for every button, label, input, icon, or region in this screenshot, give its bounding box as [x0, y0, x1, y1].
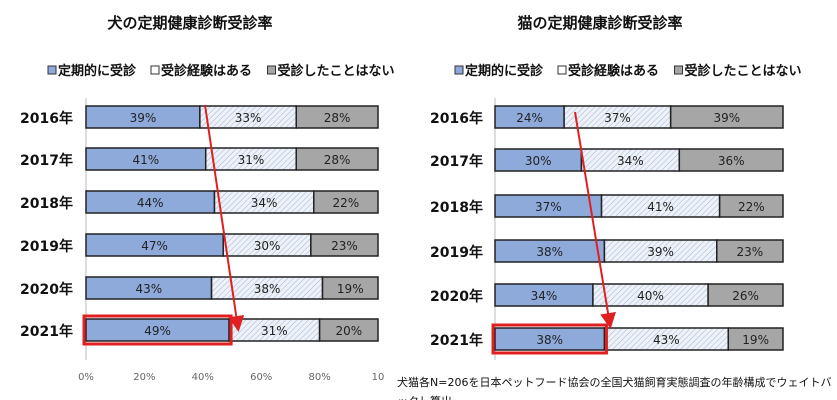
- data-label: 38%: [254, 282, 281, 296]
- highlight-box: [491, 323, 608, 355]
- data-label: 23%: [331, 239, 358, 253]
- bar-segment: [727, 327, 784, 351]
- y-tick-label: 2020年: [430, 288, 483, 305]
- trend-arrow: [574, 111, 616, 329]
- legend-swatch: [267, 65, 276, 75]
- y-tick-label: 2017年: [430, 153, 483, 170]
- legend-swatch: [674, 65, 683, 75]
- legend-label: 受診したことはない: [278, 63, 395, 79]
- legend-label: 受診経験はある: [568, 63, 659, 79]
- x-tick-label: 10: [372, 372, 385, 383]
- bar-segment: [707, 283, 784, 307]
- data-label: 40%: [637, 289, 664, 303]
- x-tick-label: 20%: [133, 372, 155, 383]
- data-label: 26%: [732, 289, 759, 303]
- bar-segment: [295, 105, 379, 129]
- x-tick-label: 60%: [250, 372, 272, 383]
- x-tick-label: 80%: [308, 372, 330, 383]
- data-label: 36%: [718, 154, 745, 168]
- x-tick-label: 0%: [78, 372, 94, 383]
- data-label: 19%: [337, 282, 364, 296]
- data-label: 43%: [653, 333, 680, 347]
- data-label: 22%: [333, 196, 360, 210]
- legend-label: 定期的に受診: [464, 63, 544, 79]
- y-tick-label: 2021年: [20, 323, 73, 340]
- data-label: 31%: [238, 153, 265, 167]
- y-tick-label: 2019年: [20, 238, 73, 255]
- data-label: 49%: [144, 324, 171, 338]
- y-tick-label: 2018年: [430, 199, 483, 216]
- data-label: 34%: [251, 196, 278, 210]
- data-label: 39%: [714, 111, 741, 125]
- x-tick-label: 40%: [192, 372, 214, 383]
- trend-arrow: [204, 104, 245, 332]
- y-tick-label: 2016年: [430, 110, 483, 127]
- bar-segment: [669, 105, 784, 129]
- y-tick-label: 2016年: [20, 110, 73, 127]
- data-label: 37%: [604, 111, 631, 125]
- y-tick-label: 2020年: [20, 281, 73, 298]
- legend-swatch: [454, 65, 464, 75]
- legend-label: 受診経験はある: [161, 63, 252, 79]
- data-label: 22%: [738, 200, 765, 214]
- data-label: 30%: [525, 154, 552, 168]
- y-tick-label: 2018年: [20, 195, 73, 212]
- data-label: 43%: [135, 282, 162, 296]
- chart-title: 犬の定期健康診断受診率: [107, 14, 272, 32]
- legend-label: 受診したことはない: [685, 63, 802, 79]
- bar-segment: [310, 233, 379, 257]
- data-label: 34%: [531, 289, 558, 303]
- data-label: 19%: [742, 333, 769, 347]
- legend-swatch: [47, 65, 57, 75]
- bar-segment: [313, 190, 379, 214]
- data-label: 30%: [254, 239, 281, 253]
- data-label: 33%: [235, 111, 262, 125]
- data-label: 41%: [647, 200, 674, 214]
- data-label: 41%: [133, 153, 160, 167]
- y-tick-label: 2017年: [20, 152, 73, 169]
- bar-segment: [716, 239, 784, 263]
- legend-label: 定期的に受診: [57, 63, 137, 79]
- chart-title: 猫の定期健康診断受診率: [517, 14, 682, 32]
- data-label: 47%: [141, 239, 168, 253]
- data-label: 37%: [535, 200, 562, 214]
- data-label: 44%: [137, 196, 164, 210]
- data-label: 28%: [324, 111, 351, 125]
- data-label: 23%: [737, 245, 764, 259]
- data-label: 24%: [516, 111, 543, 125]
- footnote: 犬猫各N=206を日本ペットフード協会の全国犬猫飼育実態調査の年齢構成でウェイト…: [397, 376, 832, 400]
- data-label: 39%: [647, 245, 674, 259]
- bar-segment: [295, 147, 379, 171]
- data-label: 20%: [335, 324, 362, 338]
- bar-segment: [321, 276, 379, 300]
- bar-segment: [718, 194, 784, 218]
- data-label: 38%: [536, 245, 563, 259]
- data-label: 28%: [324, 153, 351, 167]
- data-label: 38%: [536, 333, 563, 347]
- y-tick-label: 2021年: [430, 332, 483, 349]
- legend-swatch: [557, 65, 567, 75]
- legend-swatch: [150, 65, 160, 75]
- data-label: 34%: [617, 154, 644, 168]
- bar-segment: [318, 318, 379, 342]
- y-tick-label: 2019年: [430, 244, 483, 261]
- data-label: 31%: [261, 324, 288, 338]
- bar-segment: [678, 148, 784, 172]
- data-label: 39%: [130, 111, 157, 125]
